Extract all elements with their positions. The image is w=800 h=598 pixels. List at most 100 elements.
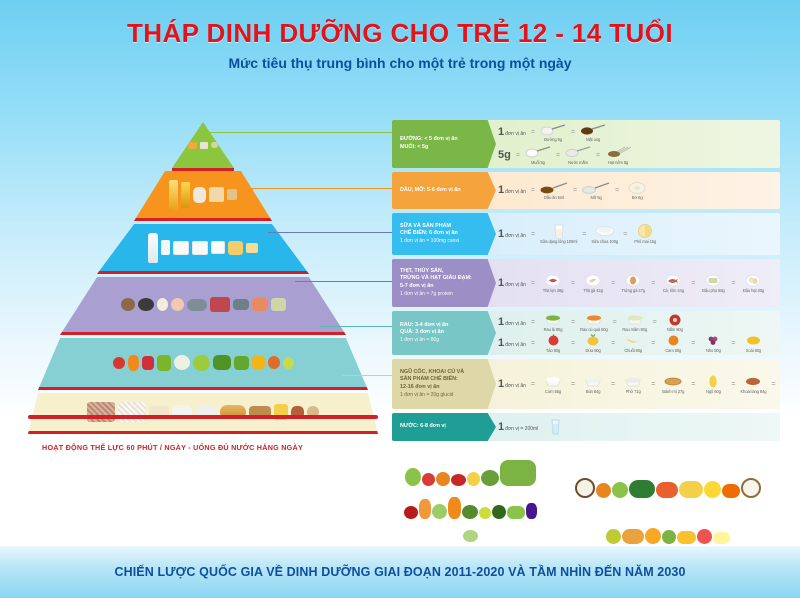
bread-icon (664, 375, 682, 388)
yogurt-icon (595, 225, 615, 238)
serving-item: Thịt lợn 38g (540, 274, 566, 293)
equals-sign: = (611, 380, 616, 388)
equals-sign: = (691, 339, 696, 347)
serving-item: Khoai lang 84g (740, 375, 767, 394)
panel-tag-protein: THỊT, THỦY SẢN, TRỨNG VÀ HẠT GIÀU ĐẠM: 5… (392, 259, 496, 307)
panel-title-line: TRỨNG VÀ HẠT GIÀU ĐẠM: (400, 275, 472, 282)
connector-line-sugar (207, 132, 395, 133)
serving-item: Rau củ quả 80g (580, 313, 608, 332)
panel-title-line: CHẾ BIẾN: 6 đơn vị ăn (400, 230, 458, 237)
serving-unit: 1 đơn vị ăn (498, 126, 526, 139)
panel-title-line: NƯỚC: 6-8 đơn vị (400, 423, 446, 430)
pyramid-layer-protein[interactable] (60, 277, 346, 335)
equals-sign: = (596, 151, 601, 159)
spoon-lard-icon (582, 181, 610, 194)
panel-vegetable-fruit[interactable]: RAU: 3-4 đơn vị ăn QUẢ: 3 đơn vị ăn 1 đơ… (392, 311, 780, 355)
panel-title-line: DẦU, MỠ: 5-6 đơn vị ăn (400, 186, 461, 193)
panel-title-line: QUẢ: 3 đơn vị ăn (400, 329, 444, 336)
noodle-icon (584, 375, 602, 388)
pineapple-icon (586, 334, 600, 347)
sweetpotato-icon (745, 375, 761, 388)
panel-tag-oil-fat: DẦU, MỠ: 5-6 đơn vị ăn (392, 172, 496, 209)
panel-title-line: THỊT, THỦY SẢN, (400, 267, 444, 274)
equals-sign: = (530, 187, 536, 194)
layer-food-images (60, 277, 346, 332)
serving-item (542, 419, 568, 435)
pyramid-layer-sugar-salt[interactable] (172, 122, 234, 168)
layer-divider (172, 168, 234, 171)
equals-sign: = (582, 230, 587, 238)
serving-unit: 1 đơn vị ăn (498, 184, 526, 196)
panel-title-line: NGŨ CỐC, KHOAI CỦ VÀ (400, 368, 465, 375)
equals-sign: = (623, 230, 628, 238)
corn-icon (707, 375, 719, 388)
pyramid-layer-vegetable-fruit[interactable] (38, 338, 368, 390)
pork-icon (545, 274, 561, 287)
serving-item: Nước mắm (565, 146, 591, 165)
equals-sign: = (731, 279, 736, 287)
serving-item: Phô mai 15g (632, 224, 658, 244)
pyramid-base-line (28, 415, 378, 419)
grape-icon (706, 334, 720, 347)
footer-bar: CHIẾN LƯỢC QUỐC GIA VỀ DINH DƯỠNG GIAI Đ… (0, 546, 800, 598)
panel-milk[interactable]: SỮA VÀ SẢN PHẨM CHẾ BIẾN: 6 đơn vị ăn 1 … (392, 213, 780, 255)
activity-note: HOẠT ĐỘNG THỂ LỰC 60 PHÚT / NGÀY - UỐNG … (42, 443, 303, 452)
serving-item: Mật ong (580, 123, 606, 142)
equals-sign: = (731, 339, 736, 347)
panel-protein[interactable]: THỊT, THỦY SẢN, TRỨNG VÀ HẠT GIÀU ĐẠM: 5… (392, 259, 780, 307)
layer-food-images (172, 122, 234, 168)
equals-sign: = (651, 339, 656, 347)
layer-food-images (38, 338, 368, 387)
panel-cereal[interactable]: NGŨ CỐC, KHOAI CỦ VÀ SẢN PHẨM CHẾ BIẾN: … (392, 359, 780, 409)
panel-title-line: MUỐI: < 5g (400, 144, 429, 150)
chicken-icon (585, 274, 601, 287)
serving-item: Hạt nêm 8g (605, 146, 632, 165)
connector-line-oil (239, 188, 395, 189)
equals-sign: = (615, 187, 620, 194)
panel-tag-cereal: NGŨ CỐC, KHOAI CỦ VÀ SẢN PHẨM CHẾ BIẾN: … (392, 359, 496, 409)
fish-icon (665, 274, 681, 287)
panel-oil-fat[interactable]: DẦU, MỠ: 5-6 đơn vị ăn 1 đơn vị ăn = Dầu … (392, 172, 780, 209)
equals-sign: = (571, 380, 576, 388)
serving-item: Rau lá 80g (540, 313, 566, 332)
serving-item: Ngô 60g (700, 375, 726, 394)
serving-item: Bánh mì 27g (660, 375, 686, 394)
equals-sign: = (530, 319, 536, 327)
panel-body: 1 đơn vị ăn = Sữa dạng lỏng 100ml = Sữa c… (496, 213, 780, 255)
serving-row: 1 đơn vị ăn = Đường 5g = Mật ong (498, 122, 774, 144)
equals-sign: = (612, 319, 617, 327)
serving-unit: 1 đơn vị ăn (498, 227, 526, 240)
equals-sign: = (530, 339, 536, 347)
spoon-sugar-icon (540, 123, 566, 136)
spoon-honey-icon (580, 123, 606, 136)
panel-sugar-salt[interactable]: ĐƯỜNG: < 5 đơn vị ăn MUỐI: < 5g 1 đơn vị … (392, 120, 780, 168)
panel-water[interactable]: NƯỚC: 6-8 đơn vị 1 đơn vị = 200ml (392, 413, 780, 441)
panel-title-line: ĐƯỜNG: < 5 đơn vị ăn (400, 136, 458, 143)
panel-title-line: 12-16 đơn vị ăn (400, 384, 440, 391)
serving-item: Nấm 80g (662, 313, 688, 332)
equals-sign: = (691, 380, 696, 388)
serving-item: Cam 80g (660, 334, 686, 353)
pyramid-layer-oil-fat[interactable] (134, 171, 272, 221)
panel-body: 1 đơn vị ăn = Cơm 55g = Bún 84g = (496, 359, 780, 409)
serving-item: Sữa chua 100g (591, 225, 618, 244)
cheese-icon (637, 224, 653, 238)
pho-icon (624, 375, 642, 388)
serving-item: Đậu phụ 58g (700, 274, 726, 293)
bottom-photos (390, 446, 782, 546)
serving-item: Đậu hạt 30g (740, 274, 766, 293)
milk-glass-icon (552, 224, 566, 238)
equals-sign: = (571, 279, 576, 287)
pyramid-layer-cereal[interactable] (28, 393, 378, 434)
equals-sign: = (530, 380, 536, 388)
food-pyramid: HOẠT ĐỘNG THỂ LỰC 60 PHÚT / NGÀY - UỐNG … (28, 112, 378, 452)
serving-unit: 1 đơn vị = 200ml (498, 420, 539, 433)
equals-sign: = (515, 151, 520, 159)
serving-item: Dầu ăn 5ml (540, 181, 568, 200)
page-header: THÁP DINH DƯỠNG CHO TRẺ 12 - 14 TUỔI Mức… (0, 18, 800, 71)
panel-title-line: SỮA VÀ SẢN PHẨM (400, 222, 451, 229)
equals-sign: = (571, 319, 576, 327)
panel-tag-water: NƯỚC: 6-8 đơn vị (392, 413, 496, 441)
serving-row: 1 đơn vị ăn = Rau lá 80g = Rau củ quả 80g (498, 313, 774, 333)
connector-line-milk (268, 232, 395, 233)
